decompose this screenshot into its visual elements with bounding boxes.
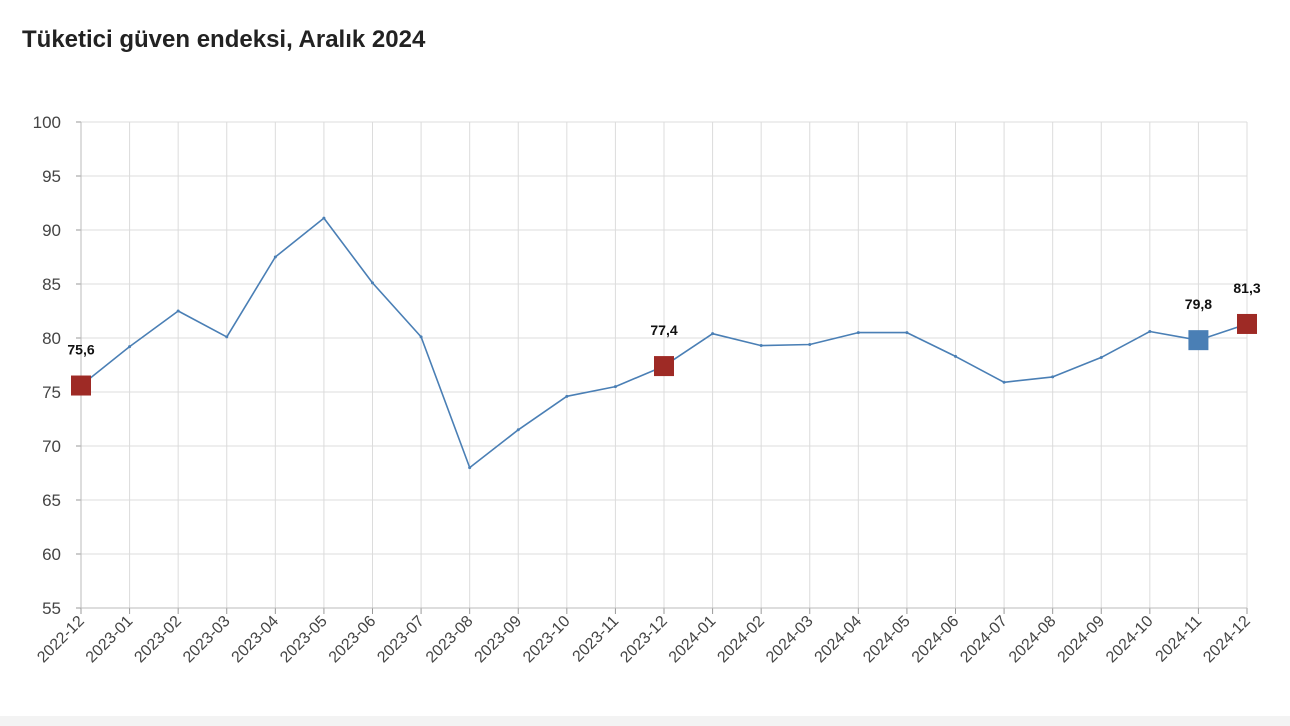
x-tick-label: 2023-11	[570, 613, 623, 666]
data-point	[711, 332, 715, 336]
x-tick-label: 2024-01	[666, 613, 720, 667]
x-tick-label: 2023-01	[83, 613, 137, 667]
y-tick-label: 80	[42, 329, 61, 348]
y-tick-label: 95	[42, 167, 61, 186]
x-tick-label: 2023-04	[229, 613, 283, 667]
data-point	[176, 309, 180, 313]
x-tick-label: 2024-08	[1006, 613, 1060, 667]
data-point	[905, 331, 909, 335]
data-point	[516, 428, 520, 432]
x-tick-label: 2024-03	[763, 613, 817, 667]
x-tick-label: 2024-05	[860, 613, 914, 667]
data-label: 77,4	[650, 322, 677, 338]
x-tick-label: 2023-02	[131, 613, 185, 667]
x-tick-label: 2023-10	[520, 613, 574, 667]
x-tick-label: 2023-05	[277, 613, 331, 667]
x-tick-label: 2023-07	[374, 613, 428, 667]
data-point	[322, 216, 326, 220]
data-point	[468, 466, 472, 470]
x-tick-label: 2023-06	[326, 613, 380, 667]
y-tick-label: 100	[33, 113, 61, 132]
y-tick-label: 55	[42, 599, 61, 618]
highlight-marker	[71, 375, 91, 396]
data-point	[371, 281, 374, 285]
y-tick-label: 60	[42, 545, 61, 564]
y-tick-label: 75	[42, 383, 61, 402]
x-tick-label: 2023-09	[472, 613, 526, 667]
x-tick-label: 2023-08	[423, 613, 477, 667]
data-point	[613, 385, 617, 389]
data-label: 75,6	[67, 342, 94, 358]
data-point	[954, 354, 957, 358]
y-tick-label: 90	[42, 221, 61, 240]
data-label: 81,3	[1233, 280, 1260, 296]
x-tick-label: 2024-06	[909, 613, 963, 667]
x-tick-label: 2024-09	[1055, 613, 1109, 667]
x-tick-label: 2024-04	[812, 613, 866, 667]
data-point	[225, 335, 229, 339]
x-tick-label: 2024-07	[957, 613, 1011, 667]
data-label: 79,8	[1185, 296, 1212, 312]
y-tick-label: 70	[42, 437, 61, 456]
data-point	[856, 331, 860, 335]
data-point	[565, 394, 569, 398]
data-point	[1099, 355, 1103, 359]
x-tick-label: 2024-12	[1200, 613, 1254, 667]
data-point	[1002, 380, 1006, 384]
data-point	[1051, 375, 1055, 379]
x-tick-label: 2024-02	[714, 613, 768, 667]
data-point	[419, 335, 423, 339]
highlight-markers: 75,6 77,4 79,8 81,3	[67, 280, 1261, 396]
axes: 1009590858075706560552022-122023-012023-…	[33, 113, 1254, 666]
data-point	[808, 342, 812, 346]
chart-title: Tüketici güven endeksi, Aralık 2024	[22, 26, 426, 53]
x-tick-label: 2024-11	[1153, 613, 1206, 666]
data-point	[759, 344, 763, 348]
highlight-marker	[1237, 313, 1257, 334]
highlight-marker	[654, 356, 674, 377]
bottom-strip	[0, 716, 1290, 726]
data-point	[1148, 330, 1152, 334]
data-point	[128, 345, 132, 349]
highlight-marker	[1188, 330, 1209, 351]
x-tick-label: 2024-10	[1103, 613, 1157, 667]
y-tick-label: 65	[42, 491, 61, 510]
x-tick-label: 2023-12	[617, 613, 671, 667]
data-point	[273, 255, 277, 259]
x-tick-label: 2023-03	[180, 613, 234, 667]
y-tick-label: 85	[42, 275, 61, 294]
x-tick-label: 2022-12	[34, 613, 88, 667]
